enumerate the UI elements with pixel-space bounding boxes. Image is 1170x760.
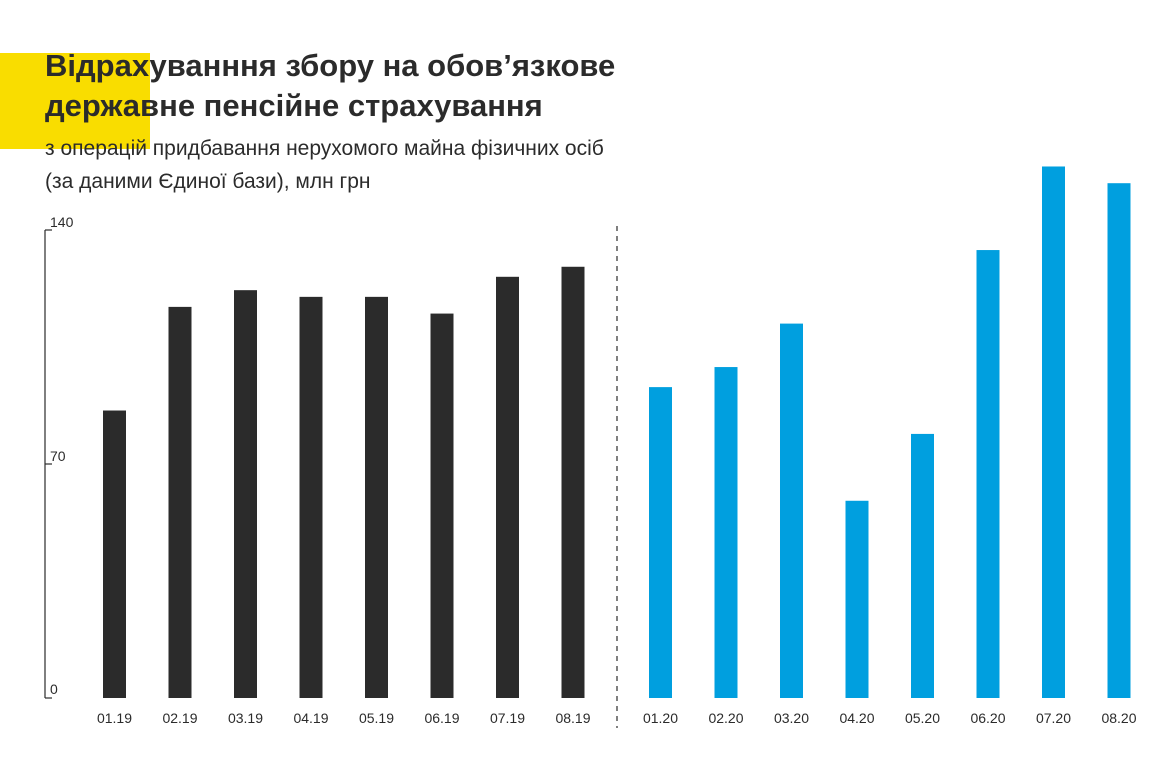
x-tick-label: 03.20 bbox=[774, 710, 809, 726]
chart-subtitle-line-2: (за даними Єдиної бази), млн грн bbox=[45, 170, 371, 193]
bar-02.20 bbox=[714, 367, 738, 698]
x-tick-label: 06.19 bbox=[424, 710, 459, 726]
bar-04.20 bbox=[845, 500, 869, 698]
x-tick-label: 01.19 bbox=[97, 710, 132, 726]
x-tick-label: 04.19 bbox=[293, 710, 328, 726]
y-tick-label: 140 bbox=[50, 214, 74, 230]
x-tick-label: 03.19 bbox=[228, 710, 263, 726]
bar-02.19 bbox=[168, 306, 192, 698]
x-tick-label: 08.19 bbox=[555, 710, 590, 726]
chart-subtitle-line-1: з операцій придбавання нерухомого майна … bbox=[45, 137, 604, 160]
chart-title-line-2: державне пенсійне страхування bbox=[45, 88, 543, 123]
bar-01.20 bbox=[649, 387, 672, 698]
bar-08.20 bbox=[1107, 183, 1131, 698]
x-tick-label: 02.20 bbox=[708, 710, 743, 726]
x-tick-label: 05.20 bbox=[905, 710, 940, 726]
y-tick-label: 70 bbox=[50, 448, 66, 464]
x-tick-label: 07.20 bbox=[1036, 710, 1071, 726]
bar-06.20 bbox=[976, 250, 1000, 699]
bar-04.19 bbox=[299, 296, 323, 698]
y-tick-label: 0 bbox=[50, 681, 58, 697]
bar-01.19 bbox=[103, 410, 126, 698]
bar-07.20 bbox=[1042, 166, 1065, 698]
chart-subtitle: з операцій придбавання нерухомого майна … bbox=[45, 132, 604, 198]
bar-05.20 bbox=[911, 433, 934, 698]
chart-title: Відрахуванння збору на обов’язкове держа… bbox=[45, 46, 615, 126]
x-tick-label: 01.20 bbox=[643, 710, 678, 726]
bar-07.19 bbox=[496, 276, 519, 698]
bar-03.19 bbox=[234, 290, 257, 698]
x-tick-label: 08.20 bbox=[1101, 710, 1136, 726]
bar-08.19 bbox=[561, 266, 585, 698]
x-tick-label: 02.19 bbox=[162, 710, 197, 726]
x-tick-label: 07.19 bbox=[490, 710, 525, 726]
bar-05.19 bbox=[365, 296, 388, 698]
x-tick-label: 05.19 bbox=[359, 710, 394, 726]
accent-block bbox=[0, 53, 150, 149]
bar-06.19 bbox=[430, 313, 454, 698]
x-tick-label: 06.20 bbox=[970, 710, 1005, 726]
chart-title-line-1: Відрахуванння збору на обов’язкове bbox=[45, 48, 616, 83]
x-tick-label: 04.20 bbox=[839, 710, 874, 726]
bar-03.20 bbox=[780, 323, 803, 698]
